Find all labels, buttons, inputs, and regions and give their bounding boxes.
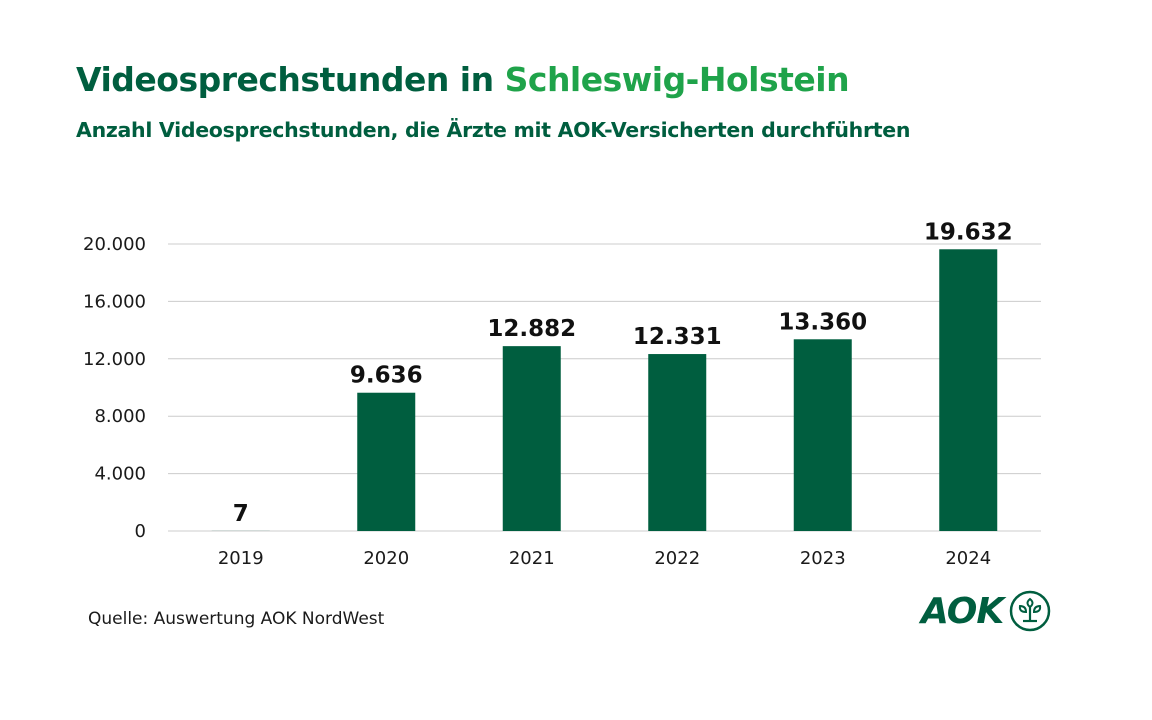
bar-2021 [502, 346, 561, 531]
chart-subtitle: Anzahl Videosprechstunden, die Ärzte mit… [76, 118, 911, 142]
data-label-2023: 13.360 [778, 309, 867, 335]
y-tick-label: 12.000 [83, 349, 146, 370]
data-label-2024: 19.632 [924, 219, 1013, 245]
gridlines [168, 243, 1041, 532]
aok-logo: AOK [921, 590, 1051, 632]
data-label-2019: 7 [233, 501, 249, 527]
x-tick-label: 2021 [509, 548, 555, 569]
bar-2023 [793, 339, 852, 531]
x-tick-label: 2022 [654, 548, 700, 569]
chart-title: Videosprechstunden in Schleswig-Holstein [76, 60, 850, 99]
y-tick-label: 0 [135, 521, 146, 542]
x-tick-label: 2024 [945, 548, 991, 569]
x-axis-ticks: 2019 2020 2021 2022 2023 2024 [218, 548, 991, 569]
y-tick-label: 16.000 [83, 291, 146, 312]
bar-2022 [648, 354, 707, 531]
data-label-2022: 12.331 [633, 324, 722, 350]
source-note: Quelle: Auswertung AOK NordWest [88, 609, 385, 629]
x-tick-label: 2020 [363, 548, 409, 569]
title-part-main: Videosprechstunden in [76, 60, 505, 99]
x-tick-label: 2019 [218, 548, 264, 569]
y-axis-ticks: 0 4.000 8.000 12.000 16.000 20.000 [83, 234, 146, 542]
title-part-region: Schleswig-Holstein [504, 60, 850, 99]
x-tick-label: 2023 [800, 548, 846, 569]
bar-2020 [357, 392, 416, 531]
data-label-2021: 12.882 [487, 316, 576, 342]
y-tick-label: 8.000 [94, 406, 146, 427]
aok-tree-circle-icon [1009, 590, 1051, 632]
y-tick-label: 20.000 [83, 234, 146, 255]
logo-text: AOK [921, 590, 1004, 632]
y-tick-label: 4.000 [94, 464, 146, 485]
data-label-2020: 9.636 [350, 363, 423, 389]
bar-2024 [939, 249, 998, 531]
bars [211, 249, 998, 531]
data-labels: 7 9.636 12.882 12.331 13.360 19.632 [233, 219, 1013, 527]
